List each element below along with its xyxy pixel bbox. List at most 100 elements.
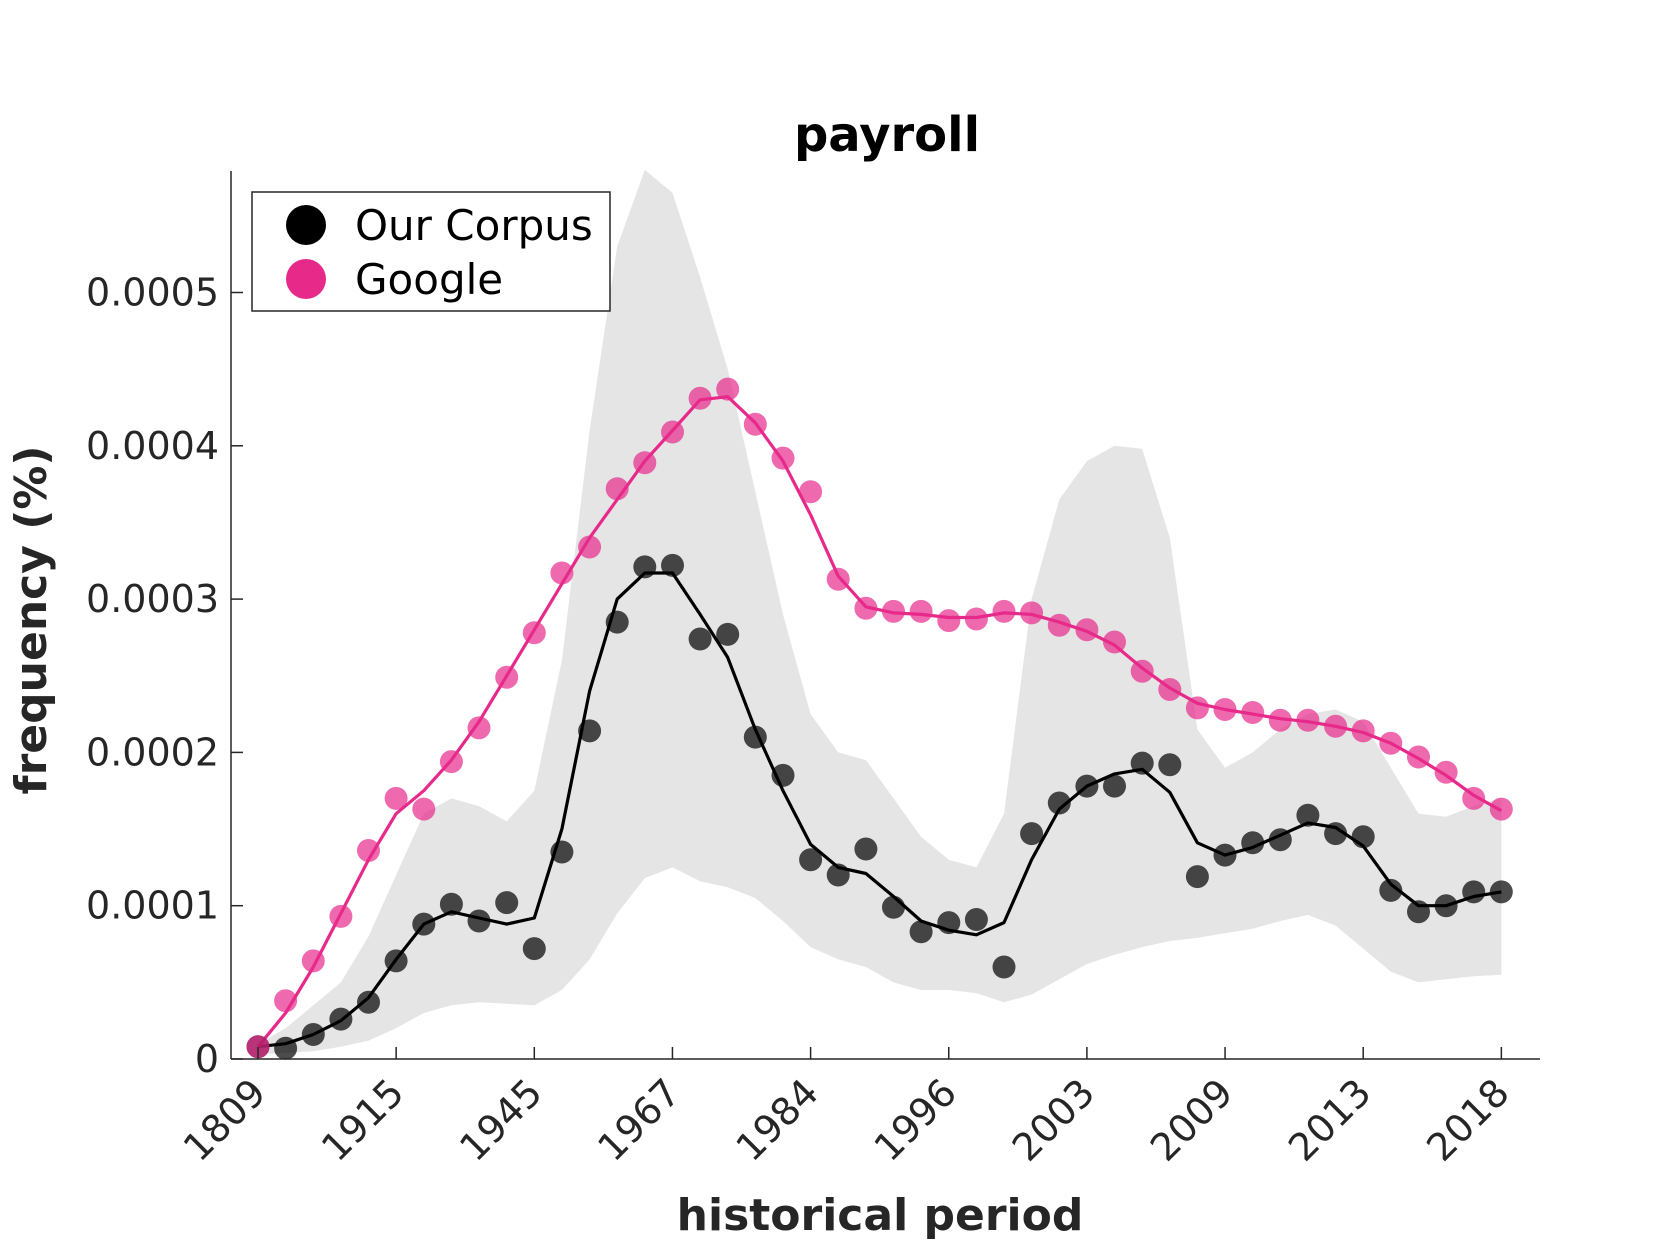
legend: Our Corpus Google	[251, 191, 611, 312]
point-our-corpus	[826, 863, 850, 887]
y-tick-label: 0	[195, 1037, 219, 1081]
point-google	[246, 1035, 270, 1059]
x-tick-label: 1984	[727, 1070, 827, 1170]
y-axis-title: frequency (%)	[6, 445, 57, 794]
legend-marker-our-corpus	[286, 205, 326, 245]
point-our-corpus	[1324, 822, 1348, 846]
point-google	[992, 599, 1016, 623]
series-line-our-corpus	[257, 571, 1502, 1049]
y-tick-label: 0.0001	[86, 884, 219, 928]
point-google	[661, 420, 684, 444]
point-our-corpus	[1268, 828, 1292, 852]
point-our-corpus	[909, 920, 933, 944]
x-tick-label: 2013	[1280, 1070, 1380, 1170]
series-line-google	[256, 395, 1503, 1048]
point-google	[274, 989, 298, 1013]
point-google	[633, 451, 657, 475]
point-google	[1407, 745, 1430, 769]
point-google	[1075, 618, 1099, 642]
point-our-corpus	[329, 1007, 353, 1031]
point-google	[301, 949, 325, 973]
legend-label-our-corpus: Our Corpus	[355, 201, 593, 250]
point-google	[384, 786, 408, 810]
point-google	[467, 716, 491, 740]
point-our-corpus	[992, 955, 1016, 979]
point-our-corpus	[1379, 878, 1403, 902]
point-google	[1047, 613, 1071, 637]
point-our-corpus	[1351, 825, 1375, 849]
point-google	[1158, 678, 1182, 701]
point-our-corpus	[1158, 753, 1182, 777]
point-our-corpus	[1047, 791, 1071, 815]
point-our-corpus	[384, 949, 408, 973]
point-google	[1434, 760, 1458, 784]
x-tick-label: 2003	[1004, 1070, 1104, 1170]
point-google	[1020, 601, 1044, 625]
point-our-corpus	[412, 912, 436, 936]
x-tick-label: 1809	[175, 1070, 275, 1170]
point-our-corpus	[522, 937, 546, 961]
smoothed-lines	[256, 395, 1503, 1049]
x-tick-label: 2009	[1142, 1070, 1242, 1170]
point-our-corpus	[467, 909, 491, 933]
point-our-corpus	[274, 1036, 298, 1060]
x-tick-label: 1945	[451, 1070, 551, 1170]
y-tick-label: 0.0002	[86, 730, 219, 774]
point-our-corpus	[688, 627, 712, 651]
point-google	[1324, 714, 1348, 738]
point-google	[357, 839, 380, 862]
point-our-corpus	[605, 610, 629, 634]
point-google	[329, 904, 353, 928]
chart-title: payroll	[794, 107, 980, 163]
point-our-corpus	[1241, 831, 1265, 855]
x-tick-label: 1996	[866, 1070, 966, 1170]
point-google	[688, 386, 712, 410]
point-google	[1351, 719, 1375, 743]
point-our-corpus	[743, 725, 767, 749]
point-our-corpus	[578, 719, 602, 743]
point-google	[495, 665, 519, 689]
point-google	[909, 599, 933, 623]
point-google	[799, 480, 823, 504]
point-our-corpus	[1489, 880, 1513, 904]
point-google	[743, 412, 767, 436]
point-our-corpus	[439, 892, 463, 916]
point-our-corpus	[964, 908, 988, 931]
point-our-corpus	[495, 891, 519, 915]
point-our-corpus	[661, 553, 684, 577]
point-our-corpus	[1103, 774, 1126, 798]
x-tick-label: 1967	[589, 1070, 689, 1170]
point-our-corpus	[1020, 822, 1044, 846]
point-our-corpus	[882, 895, 905, 919]
point-our-corpus	[716, 622, 740, 646]
point-google	[882, 599, 905, 623]
point-our-corpus	[1213, 843, 1237, 867]
point-google	[1213, 698, 1237, 721]
point-our-corpus	[854, 837, 878, 861]
point-google	[1489, 797, 1513, 821]
point-google	[826, 567, 850, 591]
point-google	[605, 477, 629, 501]
point-google	[550, 561, 574, 585]
point-google	[771, 446, 795, 470]
point-google	[1379, 731, 1403, 755]
point-our-corpus	[771, 763, 795, 787]
x-tick-label: 2018	[1418, 1070, 1518, 1170]
x-tick-label: 1915	[313, 1070, 413, 1170]
point-our-corpus	[633, 555, 657, 579]
point-our-corpus	[1462, 880, 1486, 904]
point-google	[578, 535, 602, 559]
point-our-corpus	[1185, 865, 1209, 889]
point-google	[522, 621, 546, 645]
point-google	[1462, 786, 1486, 810]
y-tick-label: 0.0003	[86, 577, 219, 621]
point-google	[1103, 630, 1126, 654]
point-google	[439, 750, 463, 774]
point-google	[716, 377, 740, 401]
point-our-corpus	[1407, 900, 1430, 924]
point-google	[412, 797, 436, 821]
point-google	[1185, 696, 1209, 720]
point-google	[1130, 659, 1154, 683]
data-points	[246, 377, 1513, 1060]
